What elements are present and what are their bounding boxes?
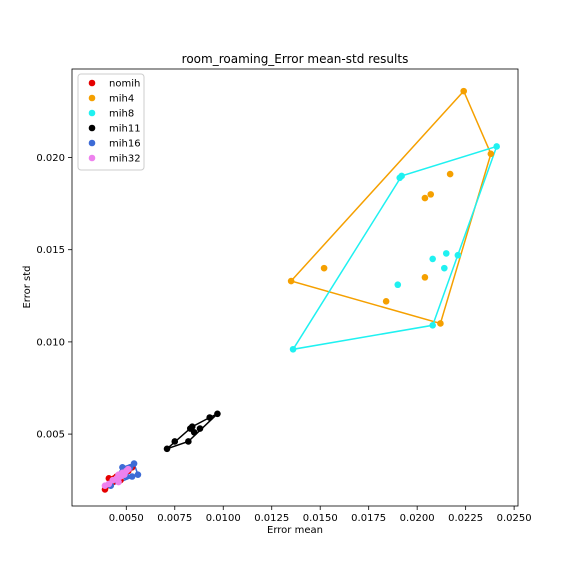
point-mih8 [396, 174, 404, 182]
point-mih4 [320, 264, 328, 272]
legend-marker [88, 139, 96, 147]
point-mih4 [460, 87, 468, 95]
point-mih11 [190, 428, 198, 436]
legend-marker [88, 109, 96, 117]
point-mih8 [429, 255, 436, 263]
legend-marker [88, 94, 96, 102]
point-mih4 [382, 298, 390, 305]
point-mih11 [188, 423, 196, 431]
x-tick-label: 0.0075 [157, 513, 192, 524]
legend-label: mih11 [109, 124, 141, 135]
point-mih4 [427, 191, 435, 198]
point-mih11 [214, 410, 221, 418]
point-mih8 [394, 281, 402, 289]
legend-marker [88, 79, 96, 87]
x-tick-label: 0.0175 [351, 513, 386, 524]
point-mih11 [196, 425, 204, 432]
point-mih8 [454, 251, 462, 259]
x-axis: 0.0050 0.0075 0.0100 0.0125 0.0150 0.0175 0.02… [109, 506, 532, 524]
point-mih8 [442, 250, 450, 257]
chart-title: room_roaming_Error mean-std results [182, 52, 409, 66]
legend-label: mih16 [109, 139, 141, 150]
point-mih16 [130, 460, 138, 467]
point-mih4 [421, 274, 429, 281]
x-tick-label: 0.0250 [497, 513, 532, 524]
point-mih16 [134, 471, 142, 478]
legend-label: nomih [109, 79, 140, 90]
y-tick-label: 0.005 [36, 430, 65, 441]
point-mih11 [206, 414, 213, 421]
point-mih16 [128, 473, 136, 480]
point-mih4 [437, 320, 444, 327]
y-tick-label: 0.015 [36, 245, 65, 256]
point-mih11 [171, 438, 179, 445]
plot-frame [71, 68, 519, 507]
point-mih4 [287, 277, 295, 285]
legend: nomih mih4 mih8 mih11 mih16 mih32 [77, 73, 145, 171]
y-axis-label: Error std [22, 265, 33, 308]
y-axis: 0.005 0.010 0.015 0.020 [36, 153, 72, 441]
x-axis-label: Error mean [267, 525, 323, 536]
point-mih11 [163, 445, 171, 453]
point-mih8 [441, 264, 448, 272]
legend-marker [88, 124, 96, 132]
y-tick-label: 0.010 [36, 337, 65, 348]
x-tick-label: 0.0150 [303, 513, 338, 524]
legend-marker [88, 154, 96, 162]
x-tick-label: 0.0200 [400, 513, 435, 524]
legend-label: mih4 [109, 94, 134, 105]
point-mih8 [289, 345, 297, 353]
point-mih11 [185, 438, 192, 445]
point-mih4 [487, 150, 495, 158]
point-mih4 [421, 194, 429, 202]
x-tick-label: 0.0125 [254, 513, 289, 524]
legend-label: mih32 [109, 154, 141, 165]
x-tick-label: 0.0050 [109, 513, 144, 524]
point-mih32 [115, 478, 122, 486]
point-mih8 [429, 321, 436, 329]
point-mih4 [446, 170, 454, 178]
x-tick-label: 0.0225 [448, 513, 483, 524]
point-mih8 [493, 143, 500, 150]
legend-label: mih8 [109, 109, 134, 120]
x-tick-label: 0.0100 [206, 513, 241, 524]
point-mih32 [124, 465, 132, 473]
points-layer [101, 87, 500, 493]
y-tick-label: 0.020 [36, 153, 65, 164]
